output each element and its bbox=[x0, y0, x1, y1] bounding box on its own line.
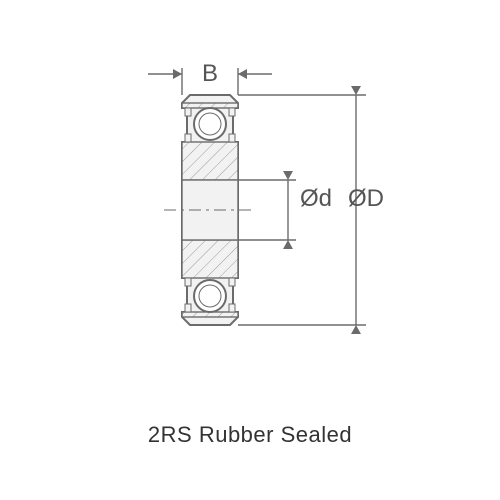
label-width: B bbox=[202, 60, 218, 87]
label-inner-dia: Ød bbox=[300, 185, 332, 212]
caption-text: 2RS Rubber Sealed bbox=[0, 422, 500, 448]
label-outer-dia: ØD bbox=[348, 185, 384, 212]
bearing-diagram: B Ød ØD 2RS Rubber Sealed bbox=[0, 0, 500, 500]
